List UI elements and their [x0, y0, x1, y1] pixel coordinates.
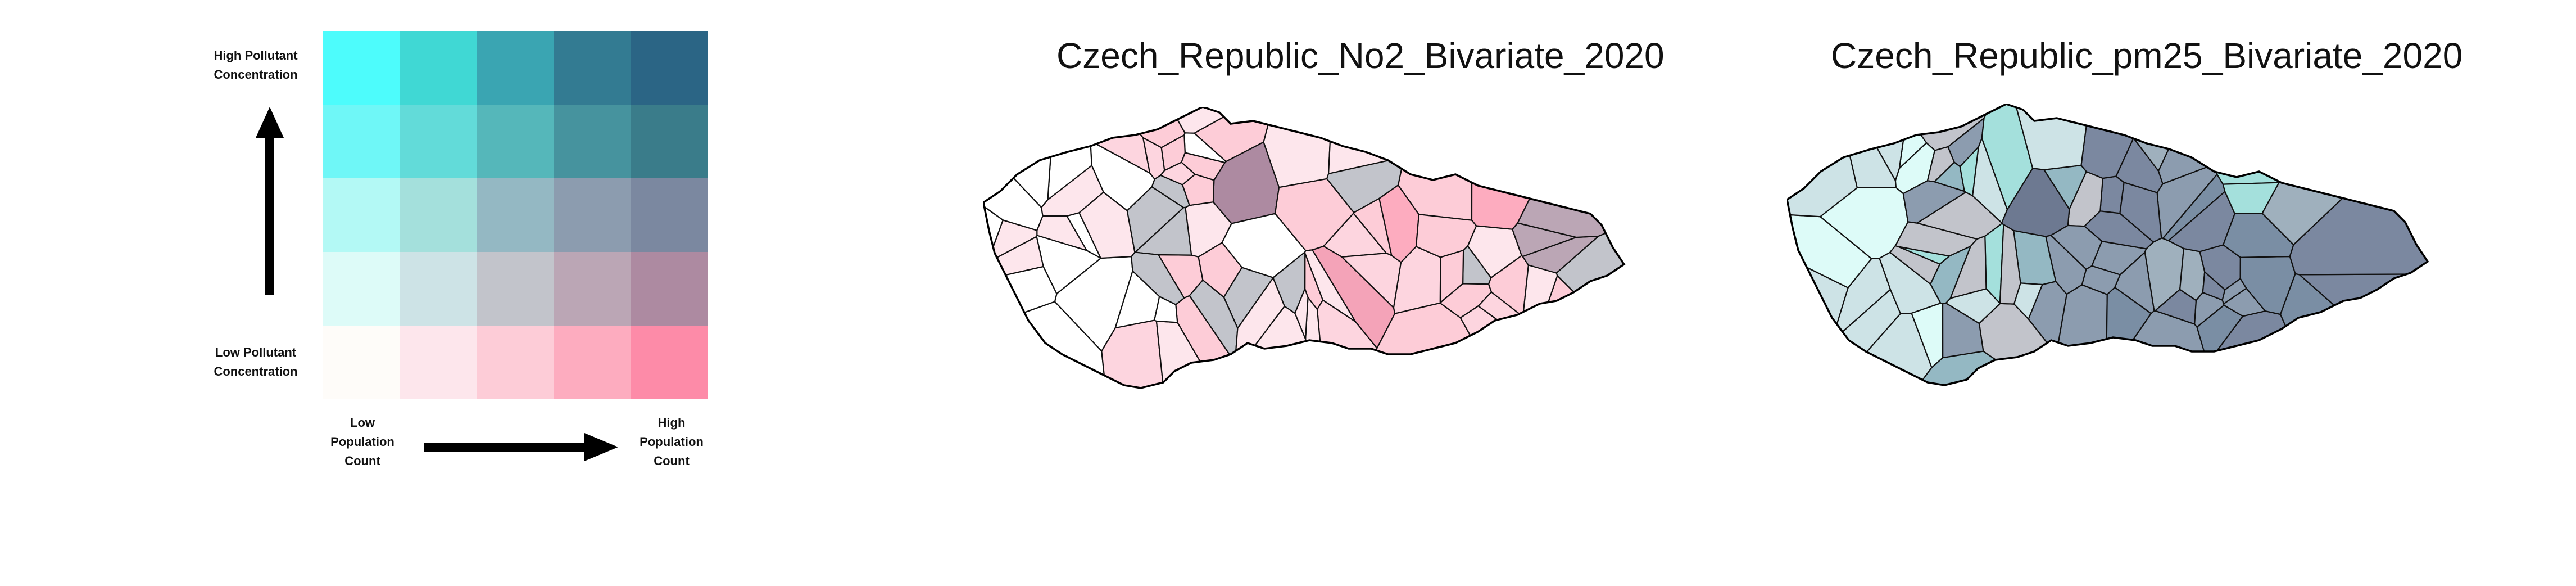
legend-cell: [554, 31, 631, 105]
legend-cell: [477, 178, 554, 252]
district-region: [1415, 214, 1477, 258]
legend-cell: [400, 105, 477, 178]
district-region: [1272, 251, 1306, 314]
district-region: [1160, 161, 1196, 186]
legend-cell: [631, 105, 708, 178]
y-high-line2: Concentration: [214, 67, 298, 82]
district-region: [1078, 191, 1136, 259]
district-region: [2221, 278, 2247, 305]
legend-cell: [323, 31, 400, 105]
y-low-line1: Low Pollutant: [215, 345, 297, 359]
legend-cell: [554, 326, 631, 399]
country-outline: [1787, 104, 2429, 386]
pm25-bivariate-map: [1787, 104, 2429, 386]
district-region: [1439, 283, 1493, 319]
district-region: [1911, 303, 1944, 368]
legend-color-grid: [323, 31, 708, 399]
district-region: [1326, 160, 1403, 213]
district-region: [1182, 173, 1215, 206]
district-region: [2119, 182, 2162, 243]
district-region: [1902, 180, 1966, 224]
district-region: [2114, 251, 2155, 314]
district-region: [1522, 264, 1558, 313]
legend-cell: [631, 326, 708, 399]
district-region: [2050, 224, 2103, 270]
district-region: [1926, 146, 1955, 183]
y-axis-low-label: Low Pollutant Concentration: [202, 343, 309, 381]
legend-cell: [323, 105, 400, 178]
district-region: [2223, 213, 2294, 258]
no2-bivariate-map: [983, 107, 1626, 389]
district-region: [1897, 246, 1950, 265]
district-region: [1154, 296, 1178, 323]
legend-cell: [631, 178, 708, 252]
x-high-line2: Population: [640, 435, 704, 449]
y-axis-high-label: High Pollutant Concentration: [202, 46, 309, 84]
district-region: [1341, 253, 1402, 309]
bivariate-legend: High Pollutant Concentration Low Polluta…: [0, 0, 731, 586]
legend-cell: [400, 31, 477, 105]
legend-cell: [477, 105, 554, 178]
right-arrow-icon: [424, 433, 618, 461]
district-region: [1972, 137, 2008, 224]
district-region: [1949, 235, 1987, 299]
district-region: [1999, 224, 2021, 305]
legend-cell: [477, 31, 554, 105]
legend-cell: [323, 178, 400, 252]
legend-cell: [631, 31, 708, 105]
no2-map-title: Czech_Republic_No2_Bivariate_2020: [1056, 35, 1665, 76]
x-low-line1: Low: [350, 416, 375, 430]
pm25-map-title: Czech_Republic_pm25_Bivariate_2020: [1831, 35, 2463, 76]
legend-cell: [554, 252, 631, 326]
up-arrow-icon: [256, 107, 284, 295]
x-low-line2: Population: [330, 435, 394, 449]
x-axis-high-label: High Population Count: [624, 413, 719, 471]
legend-cell: [554, 105, 631, 178]
district-region: [2179, 247, 2206, 301]
legend-cell: [400, 252, 477, 326]
legend-cell: [323, 252, 400, 326]
legend-cell: [631, 252, 708, 326]
legend-cell: [400, 326, 477, 399]
country-outline: [983, 107, 1626, 389]
y-low-line2: Concentration: [214, 364, 298, 378]
district-region: [1304, 249, 1357, 322]
x-low-line3: Count: [344, 454, 380, 468]
x-axis-low-label: Low Population Count: [315, 413, 410, 471]
legend-cell: [400, 178, 477, 252]
x-high-line1: High: [657, 416, 686, 430]
x-high-line3: Count: [654, 454, 690, 468]
legend-cell: [477, 326, 554, 399]
legend-cell: [554, 178, 631, 252]
y-high-line1: High Pollutant: [214, 48, 298, 62]
legend-cell: [477, 252, 554, 326]
legend-cell: [323, 326, 400, 399]
